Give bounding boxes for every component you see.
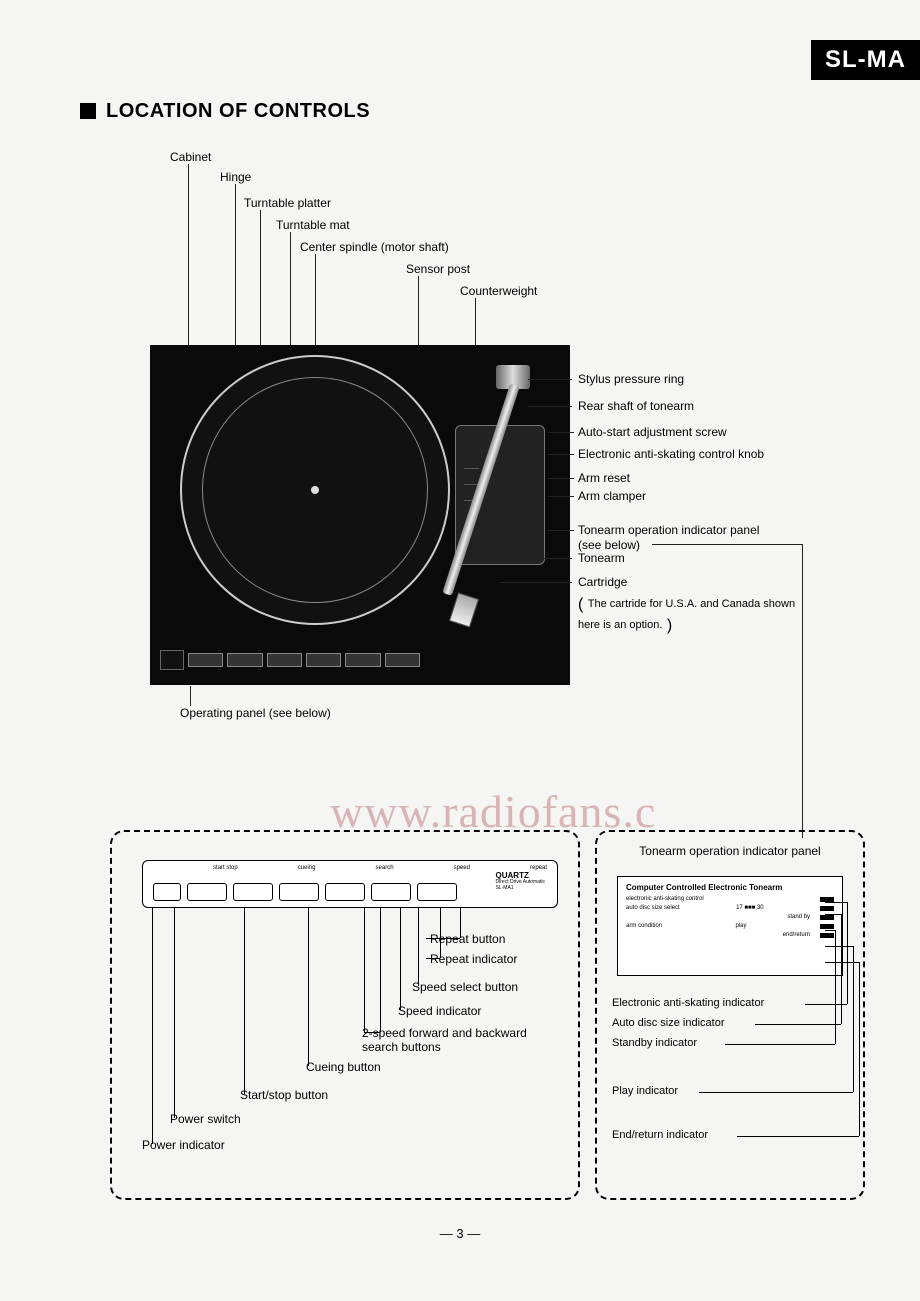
lead-armclamper	[548, 496, 574, 497]
label-opind-sub: (see below)	[578, 538, 640, 552]
turntable-body: ——— ——— ———	[150, 345, 570, 685]
platter-shape	[180, 355, 450, 625]
callout-speed-ind: Speed indicator	[398, 1004, 481, 1018]
label-counterweight: Counterweight	[460, 284, 537, 298]
lead-hinge	[235, 184, 236, 346]
callout-repeat-btn: Repeat button	[430, 932, 505, 946]
lead-oppanel	[190, 686, 191, 706]
operating-panel-shape	[160, 647, 420, 673]
callout-play-ind: Play indicator	[612, 1085, 678, 1097]
label-sensor: Sensor post	[406, 262, 470, 276]
operating-panel-detail: start stop cueing search speed repeat QU…	[110, 830, 580, 1200]
lead-antiskating	[548, 454, 574, 455]
label-mat: Turntable mat	[276, 218, 350, 232]
lead-tonearm	[528, 558, 572, 559]
label-armclamper: Arm clamper	[578, 489, 646, 503]
label-oppanel: Operating panel (see below)	[180, 706, 331, 720]
spindle-shape	[311, 486, 319, 494]
callout-discsize-ind: Auto disc size indicator	[612, 1017, 725, 1029]
lead-opind-down	[802, 544, 803, 838]
callout-repeat-ind: Repeat indicator	[430, 952, 517, 966]
callout-powerswitch: Power switch	[170, 1112, 241, 1126]
label-platter: Turntable platter	[244, 196, 331, 210]
callout-cueing: Cueing button	[306, 1060, 381, 1074]
page-number: — 3 —	[0, 1226, 920, 1241]
lead-cabinet	[188, 164, 189, 346]
lead-opind	[548, 530, 574, 531]
lead-armreset	[548, 478, 574, 479]
lead-opind-ext	[652, 544, 802, 545]
lead-rearshaft	[528, 406, 572, 407]
label-armreset: Arm reset	[578, 471, 630, 485]
tonearm-indicator-panel: Computer Controlled Electronic Tonearm e…	[617, 876, 843, 976]
control-strip: start stop cueing search speed repeat QU…	[142, 860, 558, 908]
callout-standby-ind: Standby indicator	[612, 1037, 697, 1049]
label-stylus: Stylus pressure ring	[578, 372, 684, 386]
cartridge-shape	[449, 592, 479, 627]
label-tonearm: Tonearm	[578, 551, 625, 565]
label-spindle: Center spindle (motor shaft)	[300, 240, 449, 254]
cartridge-note: The cartride for U.S.A. and Canada shown…	[578, 595, 808, 637]
brand-label: QUARTZ Direct Drive Automatic SL-MA1	[496, 871, 545, 891]
right-panel-title: Tonearm operation indicator panel	[597, 844, 863, 858]
label-cabinet: Cabinet	[170, 150, 211, 164]
lead-stylus	[528, 379, 572, 380]
callout-search: 2-speed forward and backward search butt…	[362, 1026, 562, 1054]
callout-speed-select: Speed select button	[412, 980, 518, 994]
callout-endreturn-ind: End/return indicator	[612, 1129, 708, 1141]
label-hinge: Hinge	[220, 170, 251, 184]
tonearm-indicator-detail: Tonearm operation indicator panel Comput…	[595, 830, 865, 1200]
callout-powerind: Power indicator	[142, 1138, 225, 1152]
lead-cartridge	[500, 582, 572, 583]
lead-autostart	[548, 432, 574, 433]
callout-antiskating-ind: Electronic anti-skating indicator	[612, 997, 764, 1009]
label-opind: Tonearm operation indicator panel	[578, 523, 759, 537]
label-cartridge: Cartridge	[578, 575, 627, 589]
callout-startstop: Start/stop button	[240, 1088, 328, 1102]
section-title: LOCATION OF CONTROLS	[80, 100, 370, 123]
label-antiskating: Electronic anti-skating control knob	[578, 447, 764, 461]
turntable-diagram: Cabinet Hinge Turntable platter Turntabl…	[80, 150, 860, 730]
label-autostart: Auto-start adjustment screw	[578, 425, 727, 439]
label-rearshaft: Rear shaft of tonearm	[578, 399, 694, 413]
model-badge: SL-MA	[811, 40, 920, 80]
